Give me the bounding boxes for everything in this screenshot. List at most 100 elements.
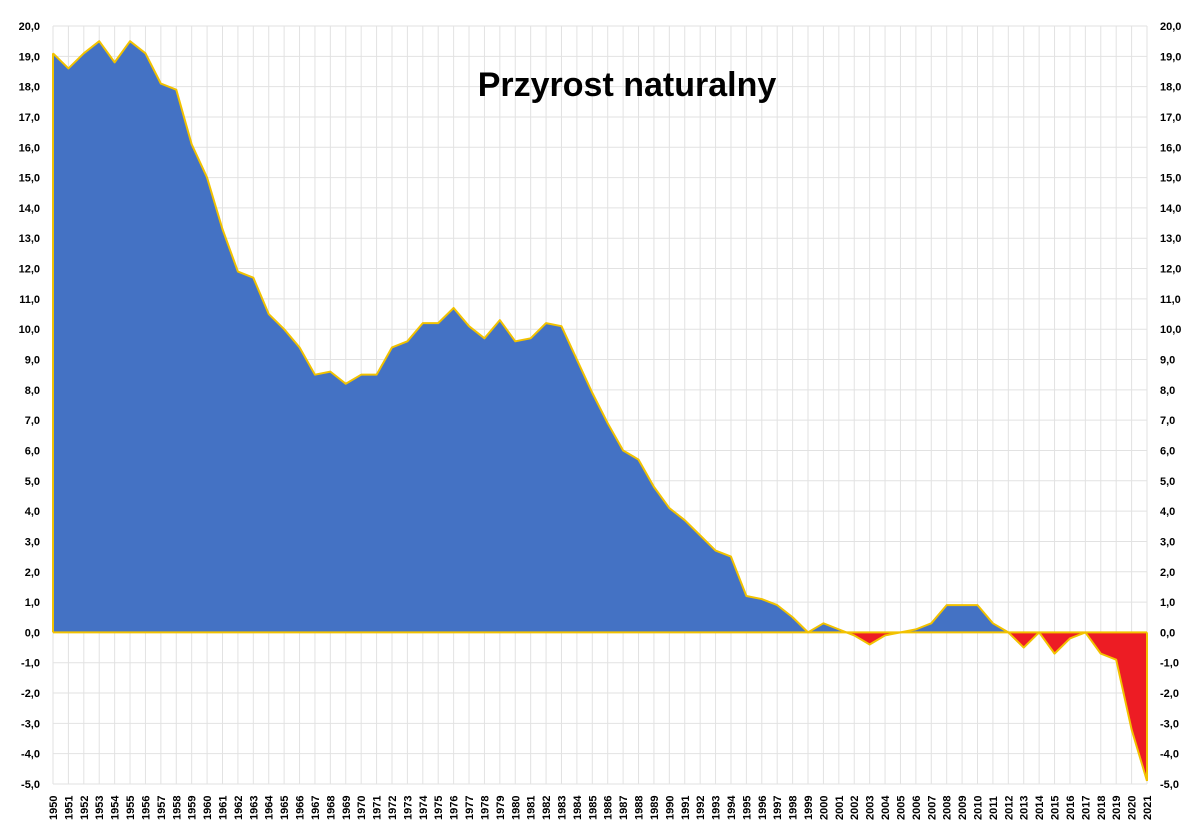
x-tick-label: 1970	[356, 796, 368, 820]
y-tick-label-right: -5,0	[1160, 779, 1179, 791]
y-tick-label-right: -3,0	[1160, 718, 1179, 730]
x-tick-label: 1950	[48, 796, 60, 820]
x-tick-label: 2016	[1065, 796, 1077, 820]
x-tick-label: 1972	[387, 796, 399, 820]
x-tick-label: 1984	[572, 795, 584, 820]
y-tick-label-right: 3,0	[1160, 536, 1175, 548]
y-tick-label-left: 20,0	[19, 21, 40, 33]
x-tick-label: 1977	[464, 796, 476, 820]
x-tick-label: 1999	[803, 796, 815, 820]
y-tick-label-right: 10,0	[1160, 324, 1181, 336]
x-tick-label: 1954	[110, 795, 122, 820]
y-tick-label-right: 5,0	[1160, 476, 1175, 488]
y-tick-label-left: 2,0	[25, 567, 40, 579]
x-tick-label: 1964	[264, 795, 276, 820]
series-line	[52, 40, 1148, 782]
y-tick-label-right: 18,0	[1160, 82, 1181, 94]
y-tick-label-left: -2,0	[21, 688, 40, 700]
x-tick-label: 1973	[402, 796, 414, 820]
y-tick-label-right: -2,0	[1160, 688, 1179, 700]
x-tick-label: 1996	[757, 796, 769, 820]
y-tick-label-right: 7,0	[1160, 415, 1175, 427]
x-tick-label: 2004	[880, 795, 892, 820]
x-tick-label: 1969	[341, 796, 353, 820]
y-tick-label-right: 12,0	[1160, 264, 1181, 276]
y-tick-label-left: 12,0	[19, 264, 40, 276]
x-tick-label: 2014	[1034, 795, 1046, 820]
y-tick-label-left: 7,0	[25, 415, 40, 427]
x-tick-label: 1981	[526, 796, 538, 820]
y-tick-label-right: 8,0	[1160, 385, 1175, 397]
x-tick-label: 2012	[1003, 796, 1015, 820]
x-tick-label: 1952	[79, 796, 91, 820]
x-tick-label: 1985	[587, 796, 599, 820]
y-tick-label-right: 13,0	[1160, 233, 1181, 245]
x-tick-label: 2000	[818, 796, 830, 820]
y-tick-label-right: 2,0	[1160, 567, 1175, 579]
y-tick-label-right: 11,0	[1160, 294, 1181, 306]
x-tick-label: 2001	[834, 796, 846, 820]
x-tick-label: 2013	[1019, 796, 1031, 820]
x-tick-label: 1995	[741, 796, 753, 820]
x-tick-label: 2015	[1050, 796, 1062, 820]
x-tick-label: 1987	[618, 796, 630, 820]
x-tick-label: 1993	[711, 796, 723, 820]
y-tick-label-left: 8,0	[25, 385, 40, 397]
y-tick-label-left: 11,0	[19, 294, 40, 306]
x-tick-label: 2020	[1127, 796, 1139, 820]
x-tick-label: 1961	[217, 796, 229, 820]
y-tick-label-left: 16,0	[19, 142, 40, 154]
x-tick-label: 2005	[895, 796, 907, 820]
y-tick-label-left: 9,0	[25, 355, 40, 367]
y-tick-label-right: 19,0	[1160, 51, 1181, 63]
x-tick-label: 1953	[94, 796, 106, 820]
y-axis-right-ticks: -5,0 -4,0 -3,0 -2,0 -1,0 0,0 1,0 2,0 3,0 4,0 5,0 6,…	[1160, 21, 1181, 791]
y-tick-label-right: 14,0	[1160, 203, 1181, 215]
y-tick-label-left: 14,0	[19, 203, 40, 215]
y-tick-label-right: 15,0	[1160, 173, 1181, 185]
y-tick-label-right: 1,0	[1160, 597, 1175, 609]
y-tick-label-right: 0,0	[1160, 627, 1175, 639]
y-tick-label-left: 15,0	[19, 173, 40, 185]
x-tick-label: 1968	[325, 796, 337, 820]
y-tick-label-left: 6,0	[25, 445, 40, 457]
x-tick-label: 1958	[171, 796, 183, 820]
area-negative	[53, 632, 1147, 781]
x-tick-label: 1982	[541, 796, 553, 820]
x-tick-label: 1956	[140, 796, 152, 820]
x-tick-label: 1997	[772, 796, 784, 820]
x-tick-label: 1979	[495, 796, 507, 820]
x-tick-label: 2008	[942, 796, 954, 820]
x-tick-label: 1966	[295, 796, 307, 820]
y-tick-label-left: -3,0	[21, 718, 40, 730]
y-tick-label-left: 4,0	[25, 506, 40, 518]
x-tick-label: 2017	[1080, 796, 1092, 820]
x-tick-label: 2019	[1111, 796, 1123, 820]
x-axis-ticks: 1950 1951 1952 1953 1954 1955 1956 1957 1958 1959…	[48, 795, 1154, 820]
y-tick-label-left: 19,0	[19, 51, 40, 63]
x-tick-label: 1963	[248, 796, 260, 820]
x-tick-label: 2006	[911, 796, 923, 820]
x-tick-label: 1971	[372, 796, 384, 820]
x-tick-label: 1975	[433, 796, 445, 820]
x-tick-label: 1990	[664, 796, 676, 820]
x-tick-label: 1955	[125, 796, 137, 820]
x-tick-label: 2002	[849, 796, 861, 820]
y-tick-label-right: 16,0	[1160, 142, 1181, 154]
y-tick-label-left: -4,0	[21, 749, 40, 761]
y-tick-label-right: 9,0	[1160, 355, 1175, 367]
x-tick-label: 2021	[1142, 796, 1154, 820]
y-tick-label-right: 20,0	[1160, 21, 1181, 33]
y-tick-label-left: 1,0	[25, 597, 40, 609]
x-tick-label: 1957	[156, 796, 168, 820]
y-tick-label-right: -4,0	[1160, 749, 1179, 761]
x-tick-label: 1989	[649, 796, 661, 820]
x-tick-label: 2009	[957, 796, 969, 820]
y-tick-label-right: 6,0	[1160, 445, 1175, 457]
x-tick-label: 1976	[449, 796, 461, 820]
y-tick-label-right: -1,0	[1160, 658, 1179, 670]
x-tick-label: 1991	[680, 796, 692, 820]
y-tick-label-left: -5,0	[21, 779, 40, 791]
y-tick-label-left: 10,0	[19, 324, 40, 336]
